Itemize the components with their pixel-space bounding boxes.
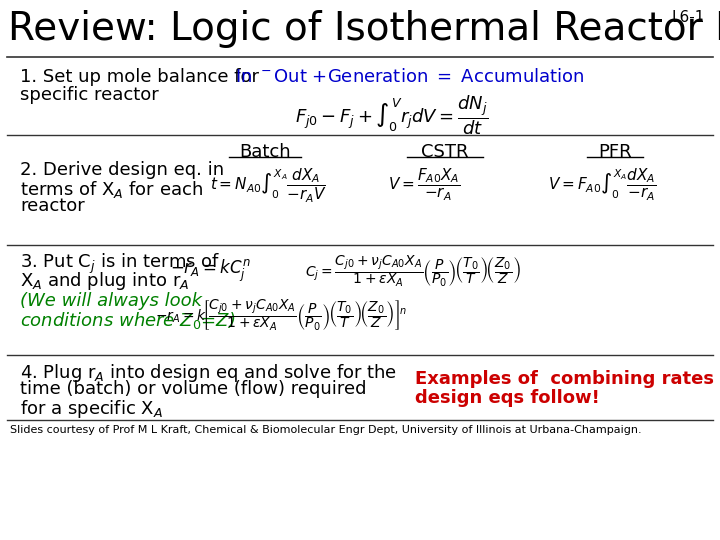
Text: design eqs follow!: design eqs follow! xyxy=(415,389,600,407)
Text: time (batch) or volume (flow) required: time (batch) or volume (flow) required xyxy=(20,380,366,398)
Text: Examples of  combining rates &: Examples of combining rates & xyxy=(415,370,720,388)
Text: conditions where Z$_0$=Z): conditions where Z$_0$=Z) xyxy=(20,310,235,331)
Text: 3. Put C$_j$ is in terms of: 3. Put C$_j$ is in terms of xyxy=(20,252,220,276)
Text: terms of X$_A$ for each: terms of X$_A$ for each xyxy=(20,179,203,200)
Text: 2. Derive design eq. in: 2. Derive design eq. in xyxy=(20,161,224,179)
Text: $-r_A = k\!\left[\dfrac{C_{j0} + \nu_j C_{A0} X_A}{1 + \varepsilon X_A}\left(\df: $-r_A = k\!\left[\dfrac{C_{j0} + \nu_j C… xyxy=(155,298,407,333)
Text: reactor: reactor xyxy=(20,197,85,215)
Text: $V = \dfrac{F_{A0} X_A}{-r_A}$: $V = \dfrac{F_{A0} X_A}{-r_A}$ xyxy=(388,167,461,203)
Text: specific reactor: specific reactor xyxy=(20,86,158,104)
Text: $t = N_{A0} \int_0^{X_A} \dfrac{dX_A}{-r_A V}$: $t = N_{A0} \int_0^{X_A} \dfrac{dX_A}{-r… xyxy=(210,167,327,205)
Text: $C_j = \dfrac{C_{j0} + \nu_j C_{A0} X_A}{1 + \varepsilon X_A}\left(\dfrac{P}{P_0: $C_j = \dfrac{C_{j0} + \nu_j C_{A0} X_A}… xyxy=(305,254,521,289)
Text: $-r_A = kC_j^n$: $-r_A = kC_j^n$ xyxy=(170,258,251,284)
Text: Batch: Batch xyxy=(239,143,291,161)
Text: L6-1: L6-1 xyxy=(672,10,705,25)
Text: PFR: PFR xyxy=(598,143,632,161)
Text: Review: Logic of Isothermal Reactor Design: Review: Logic of Isothermal Reactor Desi… xyxy=(8,10,720,48)
Text: 4. Plug r$_A$ into design eq and solve for the: 4. Plug r$_A$ into design eq and solve f… xyxy=(20,362,397,384)
Text: for a specific X$_A$: for a specific X$_A$ xyxy=(20,398,163,420)
Text: CSTR: CSTR xyxy=(421,143,469,161)
Text: Slides courtesy of Prof M L Kraft, Chemical & Biomolecular Engr Dept, University: Slides courtesy of Prof M L Kraft, Chemi… xyxy=(10,425,642,435)
Text: (We will always look: (We will always look xyxy=(20,292,202,310)
Text: X$_A$ and plug into r$_A$: X$_A$ and plug into r$_A$ xyxy=(20,270,189,292)
Text: $F_{j0} - F_j + \int_0^V r_j dV = \dfrac{dN_j}{dt}$: $F_{j0} - F_j + \int_0^V r_j dV = \dfrac… xyxy=(295,94,488,138)
Text: In $^-$Out $+$Generation $=$ Accumulation: In $^-$Out $+$Generation $=$ Accumulatio… xyxy=(235,68,585,86)
Text: 1. Set up mole balance for: 1. Set up mole balance for xyxy=(20,68,259,86)
Text: $V = F_{A0} \int_0^{X_A} \dfrac{dX_A}{-r_A}$: $V = F_{A0} \int_0^{X_A} \dfrac{dX_A}{-r… xyxy=(548,167,656,203)
